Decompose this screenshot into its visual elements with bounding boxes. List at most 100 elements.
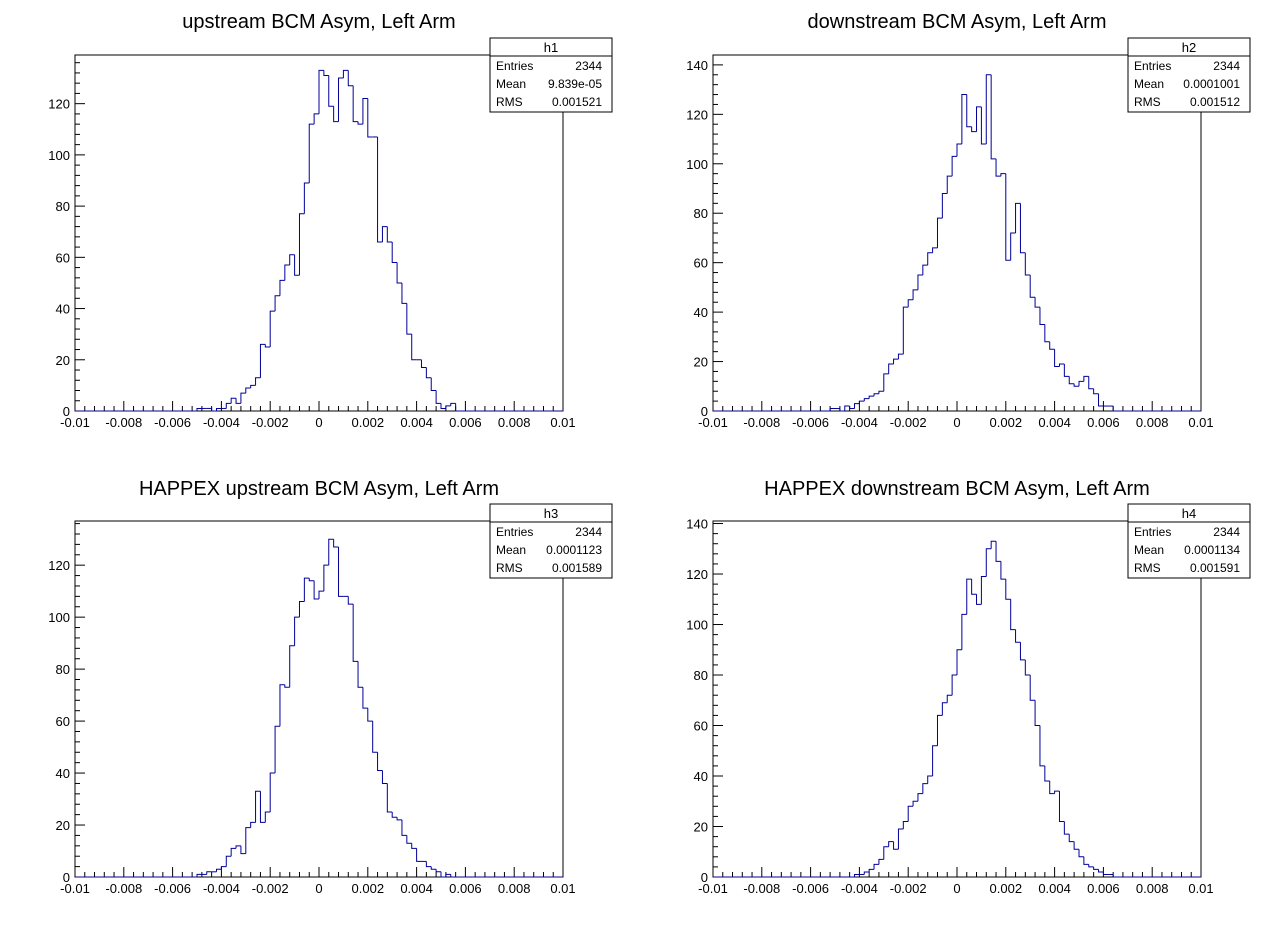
histogram-bin: [279, 279, 285, 296]
histogram-bin: [1078, 380, 1084, 387]
histogram-bin: [396, 817, 402, 821]
histogram-bin: [1049, 341, 1055, 350]
histogram-bin: [362, 687, 368, 709]
y-tick-label: 0: [701, 404, 708, 419]
histogram-bin: [264, 344, 271, 348]
histogram-bin: [230, 397, 237, 404]
histogram-bin: [445, 873, 451, 877]
x-tick-label: 0.004: [400, 415, 433, 430]
histogram-bin: [829, 408, 835, 411]
x-tick-label: -0.01: [698, 881, 728, 896]
histogram-bin: [1068, 834, 1075, 843]
histogram-bin: [313, 113, 319, 125]
histogram-bin: [435, 869, 441, 873]
stats-box-frame: [489, 503, 613, 579]
chart-title: downstream BCM Asym, Left Arm: [808, 11, 1107, 33]
y-tick-label: 60: [694, 719, 708, 734]
stats-entries-value: 2344: [1213, 59, 1240, 73]
histogram-bin: [893, 358, 899, 365]
histogram-bin: [430, 377, 437, 392]
stats-entries-label: Entries: [496, 525, 533, 539]
stats-entries-label: Entries: [496, 59, 533, 73]
histogram-bin: [976, 594, 982, 605]
histogram-bin: [941, 702, 948, 716]
histogram-bin: [235, 398, 241, 404]
histogram-bin: [946, 175, 953, 194]
histogram-bin: [245, 387, 251, 394]
y-tick-label: 0: [63, 870, 70, 885]
histogram-bin: [328, 538, 334, 566]
histogram-bin: [844, 405, 850, 411]
histogram-series: [713, 74, 1201, 412]
y-tick-label: 140: [686, 517, 708, 532]
histogram-bin: [902, 820, 909, 830]
histogram-bin: [235, 845, 241, 849]
histogram-bin: [1029, 675, 1036, 701]
histogram-bin: [352, 85, 359, 123]
histogram-bin: [873, 863, 879, 870]
histogram-bin: [883, 373, 889, 392]
histogram-bin: [347, 596, 354, 605]
chart-title: upstream BCM Asym, Left Arm: [182, 11, 455, 33]
stats-entries-value: 2344: [575, 59, 602, 73]
chart-title: HAPPEX upstream BCM Asym, Left Arm: [139, 478, 499, 500]
stats-box: h2 Entries 2344 Mean 0.0001001 RMS 0.001512: [1127, 37, 1251, 113]
histogram-bin: [980, 106, 987, 145]
histogram-bin: [1112, 874, 1119, 878]
histogram-bin: [381, 226, 388, 242]
histogram-bin: [917, 793, 923, 802]
histogram-bin: [323, 564, 329, 592]
histogram-bin: [849, 406, 855, 410]
histogram-bin: [206, 871, 212, 875]
histogram-bin: [411, 334, 417, 361]
histogram-bin: [936, 714, 943, 746]
histogram-bin: [377, 752, 383, 771]
histogram-bin: [284, 684, 290, 688]
x-tick-label: 0.008: [1136, 415, 1169, 430]
histogram-bin: [1078, 849, 1084, 858]
histogram-bin: [255, 377, 261, 386]
histogram-bin: [367, 98, 373, 138]
histogram-bin: [1019, 642, 1026, 661]
histogram-bin: [279, 684, 285, 727]
histogram-bin: [259, 343, 266, 378]
histogram-bin: [961, 613, 967, 650]
histogram-bin: [430, 866, 437, 870]
histogram-bin: [883, 846, 889, 860]
stats-rms-label: RMS: [496, 561, 523, 575]
histogram-bin: [1102, 871, 1109, 875]
histogram-bin: [1024, 252, 1031, 276]
x-tick-label: -0.002: [890, 415, 927, 430]
histogram-bin: [455, 403, 461, 412]
histogram-bin: [1024, 659, 1031, 676]
x-tick-label: 0.004: [400, 881, 433, 896]
histogram-bin: [245, 827, 251, 854]
stats-entries-value: 2344: [575, 525, 602, 539]
x-tick-label: 0.008: [498, 415, 531, 430]
stats-rms-label: RMS: [1134, 95, 1161, 109]
histogram-bin: [1088, 376, 1094, 390]
histogram-bin: [406, 303, 412, 335]
histogram-bin: [1093, 388, 1099, 395]
y-tick-label: 20: [694, 355, 708, 370]
histogram-bin: [294, 254, 300, 276]
histogram-bin: [946, 694, 953, 703]
histogram-bin: [259, 791, 266, 823]
histogram-bin: [1005, 579, 1011, 600]
histogram-bin: [274, 295, 280, 312]
histogram-bin: [951, 155, 957, 177]
histogram-bin: [966, 578, 972, 615]
x-tick-label: 0: [953, 881, 960, 896]
histogram-bin: [961, 94, 967, 144]
histogram-bin: [1058, 363, 1065, 367]
histogram-bin: [863, 871, 870, 875]
histogram-bin: [927, 252, 933, 266]
histogram-bin: [1034, 297, 1040, 308]
histogram-bin: [985, 548, 992, 577]
stats-rms-value: 0.001512: [1190, 95, 1240, 109]
histogram-bin: [391, 241, 398, 263]
x-tick-label: -0.008: [105, 881, 142, 896]
x-tick-label: 0.01: [550, 881, 575, 896]
histogram-bin: [854, 873, 860, 877]
histogram-bin: [1073, 841, 1079, 850]
